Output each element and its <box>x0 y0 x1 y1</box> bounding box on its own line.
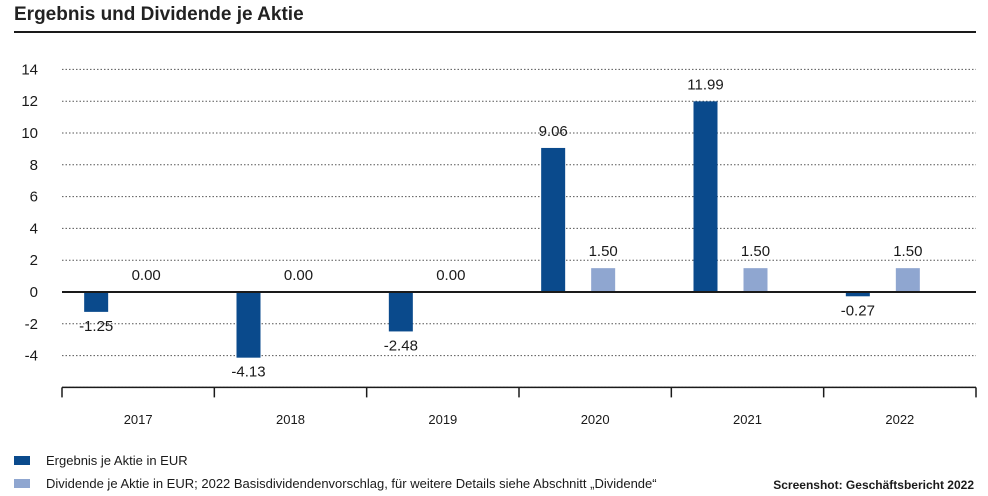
x-axis: 2017 2018 2019 2020 2021 2022 <box>61 386 977 427</box>
y-tick-label: 10 <box>21 125 38 142</box>
x-tick-label: 2021 <box>733 412 762 427</box>
y-tick-label: 6 <box>30 189 38 206</box>
legend-swatch-dividende <box>14 479 30 488</box>
data-label: 0.00 <box>436 267 465 284</box>
data-label: 11.99 <box>687 76 723 93</box>
y-tick-label: 8 <box>30 157 38 174</box>
data-label: 0.00 <box>284 267 313 284</box>
bar-ergebnis-2022 <box>845 292 870 297</box>
bar-ergebnis-2019 <box>388 292 413 332</box>
y-tick-label: -2 <box>25 316 38 333</box>
y-tick-label: 14 <box>21 61 38 78</box>
x-tick-label: 2019 <box>428 412 457 427</box>
x-tick-label: 2018 <box>276 412 305 427</box>
data-label: 1.50 <box>741 243 770 260</box>
legend-swatch-ergebnis <box>14 456 30 465</box>
bar-dividende-2021 <box>743 268 768 292</box>
x-tick-label: 2020 <box>581 412 610 427</box>
y-tick-labels: 14 12 10 8 6 4 2 0 -2 -4 <box>21 61 38 364</box>
data-label: -1.25 <box>79 318 113 335</box>
bar-ergebnis-2018 <box>236 292 261 358</box>
data-label: 9.06 <box>539 123 568 140</box>
bar-labels: -1.25 -4.13 -2.48 9.06 11.99 -0.27 0.00 0.00 0.0… <box>79 76 922 380</box>
bar-chart: 14 12 10 8 6 4 2 0 -2 -4 -1.25 -4.13 -2.48 9.06 11.99… <box>21 61 977 427</box>
y-tick-label: 4 <box>30 220 38 237</box>
grid-lines <box>62 68 976 388</box>
y-tick-label: -4 <box>25 348 38 365</box>
bar-dividende-2022 <box>895 268 920 292</box>
bar-dividende-2020 <box>591 268 616 292</box>
bar-ergebnis-2021 <box>693 101 718 292</box>
y-tick-label: 2 <box>30 252 38 269</box>
title-rule <box>14 31 976 33</box>
data-label: -2.48 <box>384 337 418 354</box>
bars <box>62 101 976 358</box>
x-tick-label: 2022 <box>885 412 914 427</box>
legend-item-ergebnis: Ergebnis je Aktie in EUR <box>14 453 188 468</box>
bar-ergebnis-2020 <box>541 147 566 292</box>
y-tick-label: 12 <box>21 93 38 110</box>
data-label: 0.00 <box>132 267 161 284</box>
chart-title: Ergebnis und Dividende je Aktie <box>14 4 304 25</box>
data-label: -0.27 <box>841 302 875 319</box>
data-label: -4.13 <box>231 364 265 381</box>
x-tick-label: 2017 <box>124 412 153 427</box>
source-note: Screenshot: Geschäftsbericht 2022 <box>773 478 974 492</box>
legend-label-dividende: Dividende je Aktie in EUR; 2022 Basisdiv… <box>46 476 657 491</box>
legend-item-dividende: Dividende je Aktie in EUR; 2022 Basisdiv… <box>14 476 657 491</box>
y-tick-label: 0 <box>30 284 38 301</box>
data-label: 1.50 <box>589 243 618 260</box>
legend-label-ergebnis: Ergebnis je Aktie in EUR <box>46 453 188 468</box>
bar-ergebnis-2017 <box>84 292 109 312</box>
data-label: 1.50 <box>893 243 922 260</box>
